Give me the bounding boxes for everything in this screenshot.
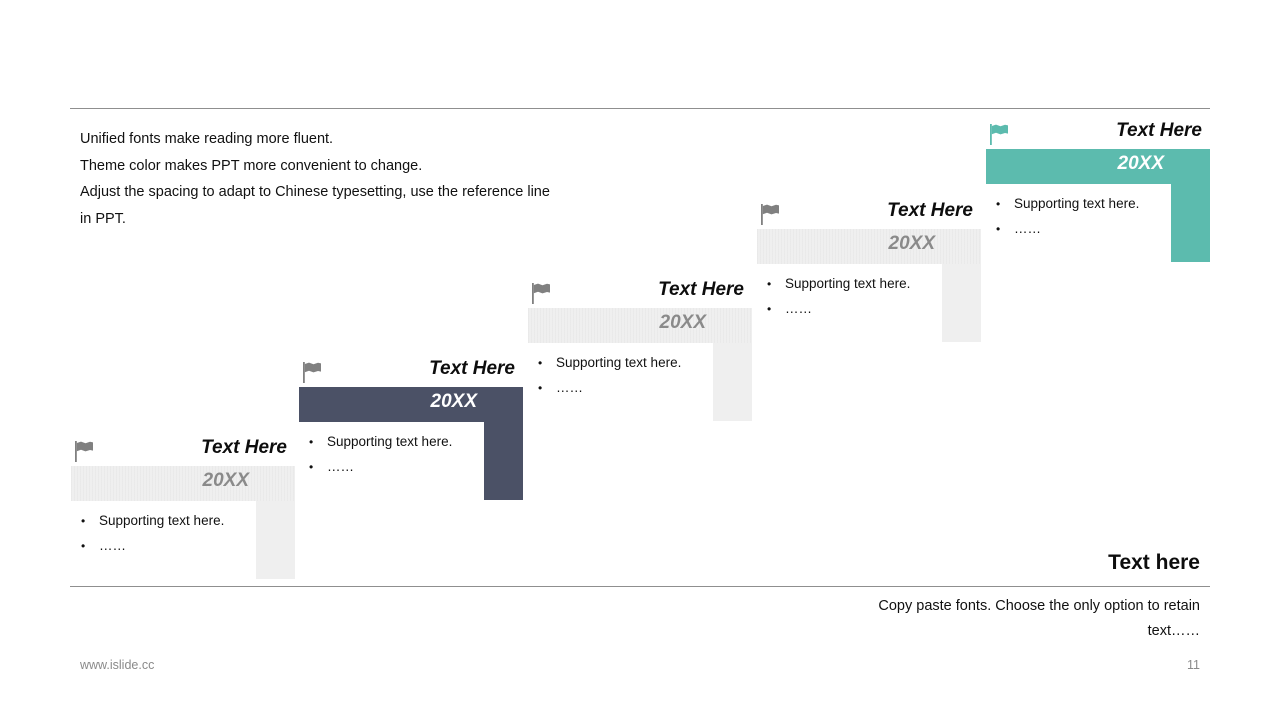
step-bullets: Supporting text here. …… xyxy=(538,351,708,400)
step-bar xyxy=(528,308,752,343)
step-year: 20XX xyxy=(1117,153,1164,174)
step-bar-leg xyxy=(484,422,523,500)
step-bar xyxy=(71,466,295,501)
intro-line: Adjust the spacing to adapt to Chinese t… xyxy=(80,184,550,200)
intro-line: in PPT. xyxy=(80,210,126,227)
page-number: 11 xyxy=(1187,658,1200,672)
step-bar xyxy=(986,149,1210,184)
side-text-line: text…… xyxy=(1147,623,1200,639)
step-title: Text Here xyxy=(429,358,515,379)
step-bullets: Supporting text here. …… xyxy=(309,430,479,479)
bottom-divider xyxy=(70,586,1210,587)
step-bullets: Supporting text here. …… xyxy=(996,192,1166,241)
intro-text: Unified fonts make reading more fluent. … xyxy=(80,126,554,232)
timeline-step-2: Text Here 20XX Supporting text here. …… xyxy=(299,358,523,520)
intro-line: Unified fonts make reading more fluent. xyxy=(80,131,334,147)
timeline-step-1: Text Here 20XX Supporting text here. …… xyxy=(71,437,295,599)
step-title: Text Here xyxy=(201,437,287,458)
list-item: Supporting text here. xyxy=(309,430,479,455)
step-bar-leg xyxy=(1171,184,1210,262)
flag-icon xyxy=(75,441,93,462)
flag-icon xyxy=(532,283,550,304)
step-bullets: Supporting text here. …… xyxy=(81,509,251,558)
footer-url: www.islide.cc xyxy=(80,658,155,672)
list-item: …… xyxy=(767,297,937,322)
top-divider xyxy=(70,108,1210,109)
timeline-step-4: Text Here 20XX Supporting text here. …… xyxy=(757,200,981,362)
list-item: …… xyxy=(538,376,708,401)
step-bar xyxy=(299,387,523,422)
side-text-line: Copy paste fonts. Choose the only option… xyxy=(878,598,1200,614)
list-item: …… xyxy=(81,534,251,559)
step-bar xyxy=(757,229,981,264)
step-year: 20XX xyxy=(430,391,477,412)
flag-icon xyxy=(761,204,779,225)
side-title: Text here xyxy=(1108,551,1200,574)
list-item: Supporting text here. xyxy=(81,509,251,534)
list-item: …… xyxy=(309,455,479,480)
step-year: 20XX xyxy=(888,233,935,254)
flag-icon xyxy=(303,362,321,383)
step-title: Text Here xyxy=(658,279,744,300)
step-title: Text Here xyxy=(887,200,973,221)
timeline-step-5: Text Here 20XX Supporting text here. …… xyxy=(986,120,1210,282)
step-year: 20XX xyxy=(659,312,706,333)
list-item: Supporting text here. xyxy=(996,192,1166,217)
list-item: Supporting text here. xyxy=(767,272,937,297)
side-text: Copy paste fonts. Choose the only option… xyxy=(840,594,1200,644)
step-title: Text Here xyxy=(1116,120,1202,141)
flag-icon xyxy=(990,124,1008,145)
list-item: …… xyxy=(996,217,1166,242)
step-bar-leg xyxy=(713,343,752,421)
step-bar-leg xyxy=(942,264,981,342)
step-bar-leg xyxy=(256,501,295,579)
timeline-step-3: Text Here 20XX Supporting text here. …… xyxy=(528,279,752,441)
list-item: Supporting text here. xyxy=(538,351,708,376)
step-bullets: Supporting text here. …… xyxy=(767,272,937,321)
step-year: 20XX xyxy=(202,470,249,491)
intro-line: Theme color makes PPT more convenient to… xyxy=(80,157,423,174)
